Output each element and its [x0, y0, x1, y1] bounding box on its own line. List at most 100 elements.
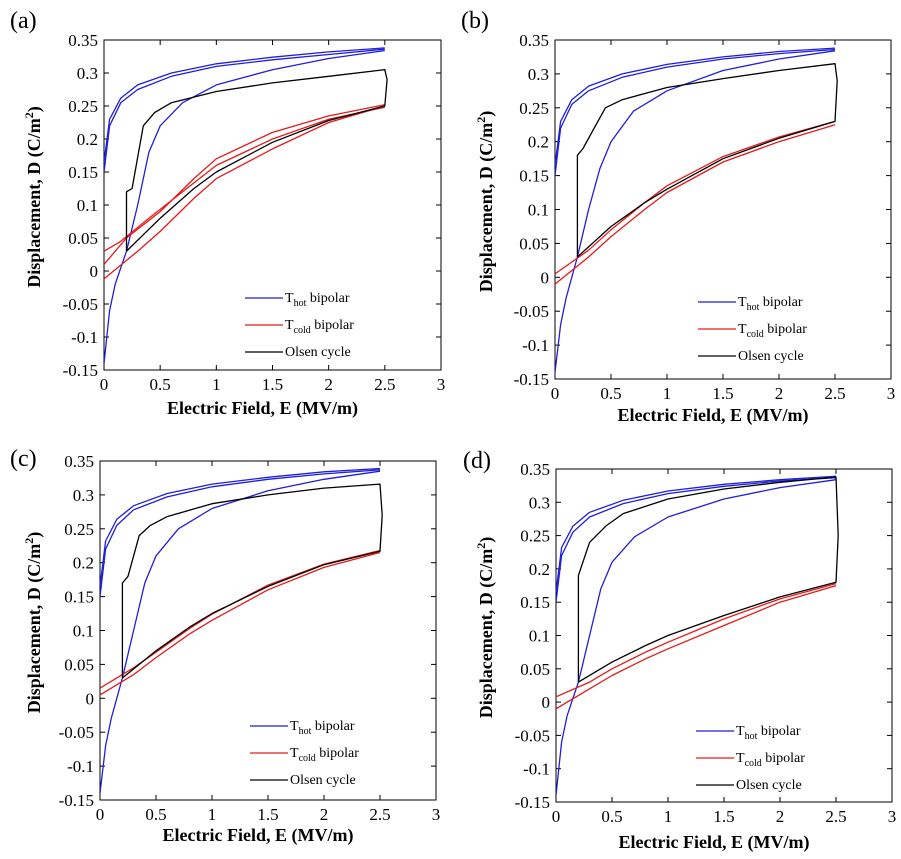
x-tick-label: 0 [552, 807, 561, 826]
x-tick-label: 0.5 [150, 375, 171, 394]
x-tick-label: 2.5 [374, 375, 395, 394]
y-tick-label: 0.3 [77, 64, 98, 83]
legend-label: Olsen cycle [285, 345, 351, 360]
series-line-6 [104, 106, 385, 252]
series-line-3 [100, 470, 381, 794]
y-tick-label: 0.3 [528, 65, 549, 84]
series-line-3 [556, 479, 837, 796]
series-line-4 [100, 551, 381, 696]
series-line-1 [556, 477, 837, 603]
y-tick-label: -0.05 [59, 723, 94, 742]
x-axis-label: Electric Field, E (MV/m) [619, 832, 810, 853]
y-axis-label: Displacement, D (C/m2) [22, 532, 45, 713]
series-line-7 [125, 69, 388, 252]
series-line-5 [556, 582, 837, 698]
y-tick-label: 0.35 [519, 31, 549, 50]
legend-label: Tcold bipolar [738, 322, 807, 340]
y-tick-label: -0.1 [523, 760, 550, 779]
y-tick-label: 0.25 [520, 527, 550, 546]
y-tick-label: 0.1 [529, 627, 550, 646]
series-line-1 [100, 469, 381, 597]
legend-label: Thot bipolar [738, 295, 803, 313]
chart-panel-4: (d) 0 0.5 1 1.5 2 2.5 3 -0.15 -0.1 -0.05 0 0.05 0.1 0.… [463, 448, 896, 853]
legend: Thot bipolar Tcold bipolar Olsen cycle [250, 719, 359, 788]
series-group [100, 467, 383, 794]
legend-label: Olsen cycle [290, 773, 356, 788]
y-axis-label: Displacement, D (C/m2) [22, 106, 45, 287]
x-tick-label: 0.5 [145, 805, 166, 824]
plot-frame [555, 468, 893, 803]
x-axis-label: Electric Field, E (MV/m) [167, 398, 358, 419]
y-tick-label: 0 [86, 689, 95, 708]
series-line-2 [556, 475, 837, 593]
series-line-4 [555, 124, 836, 285]
y-tick-label: -0.1 [71, 328, 98, 347]
y-tick-label: -0.15 [514, 370, 549, 389]
series-line-1 [555, 48, 836, 176]
series-line-2 [555, 47, 836, 166]
x-tick-label: 2 [776, 807, 785, 826]
x-tick-label: 0 [96, 805, 105, 824]
y-tick-label: -0.1 [67, 757, 94, 776]
series-line-6 [121, 483, 383, 679]
legend-label: Olsen cycle [736, 778, 802, 793]
series-line-5 [104, 104, 385, 265]
series-line-3 [104, 49, 385, 364]
legend: Thot bipolar Tcold bipolar Olsen cycle [696, 724, 805, 793]
legend-label: Thot bipolar [736, 724, 801, 742]
y-tick-label: -0.15 [59, 791, 94, 810]
y-tick-label: 0.15 [519, 167, 549, 186]
y-tick-label: 0.2 [73, 554, 94, 573]
series-line-5 [555, 120, 836, 275]
series-group [556, 475, 839, 796]
legend: Thot bipolar Tcold bipolar Olsen cycle [245, 291, 354, 360]
legend-label: Tcold bipolar [736, 751, 805, 769]
y-tick-label: 0.15 [64, 588, 94, 607]
x-tick-label: 2 [775, 384, 784, 403]
y-tick-label: 0.05 [64, 655, 94, 674]
x-axis-label: Electric Field, E (MV/m) [618, 405, 809, 426]
y-tick-label: 0.35 [64, 452, 94, 471]
y-tick-label: -0.05 [514, 302, 549, 321]
y-tick-label: 0.3 [529, 493, 550, 512]
series-line-3 [555, 50, 836, 373]
series-line-2 [100, 467, 381, 587]
y-tick-label: 0 [90, 262, 99, 281]
x-tick-label: 1.5 [713, 807, 734, 826]
y-axis-label: Displacement, D (C/m2) [474, 111, 497, 292]
y-tick-label: 0.1 [77, 196, 98, 215]
x-tick-label: 1.5 [257, 805, 278, 824]
y-tick-label: 0.2 [528, 133, 549, 152]
x-tick-label: 2 [324, 375, 333, 394]
chart-panel-1: (a) 0 0.5 1 1.5 2 2.5 3 -0.15 -0.1 -0.05 0 0.05 0.1 0.… [10, 8, 445, 419]
y-tick-label: 0.15 [68, 163, 98, 182]
y-tick-label: 0.15 [520, 593, 550, 612]
x-tick-label: 1 [212, 375, 221, 394]
y-tick-label: -0.05 [515, 726, 550, 745]
legend-label: Tcold bipolar [290, 746, 359, 764]
series-line-4 [556, 584, 837, 710]
x-axis-label: Electric Field, E (MV/m) [163, 825, 354, 846]
y-tick-label: 0.25 [68, 97, 98, 116]
y-tick-label: 0.05 [519, 234, 549, 253]
y-tick-label: 0 [541, 268, 550, 287]
legend-label: Olsen cycle [738, 349, 804, 364]
plot-frame [99, 460, 437, 801]
plot-frame [103, 39, 442, 371]
series-group [104, 47, 388, 364]
y-tick-label: 0.35 [520, 460, 550, 479]
chart-panel-2: (b) 0 0.5 1 1.5 2 2.5 3 -0.15 -0.1 -0.05 0 0.05 0.1 0.… [461, 8, 895, 426]
y-tick-label: -0.15 [63, 361, 98, 380]
series-line-6 [577, 476, 839, 683]
x-tick-label: 2.5 [369, 805, 390, 824]
x-tick-label: 2 [320, 805, 329, 824]
series-line-6 [576, 63, 838, 258]
legend-label: Tcold bipolar [285, 318, 354, 336]
y-tick-label: 0.2 [529, 560, 550, 579]
legend: Thot bipolar Tcold bipolar Olsen cycle [698, 295, 807, 364]
y-tick-label: 0.25 [519, 99, 549, 118]
x-tick-label: 1 [663, 384, 672, 403]
y-tick-label: 0.3 [73, 486, 94, 505]
x-tick-label: 3 [432, 805, 441, 824]
series-line-4 [104, 105, 385, 280]
